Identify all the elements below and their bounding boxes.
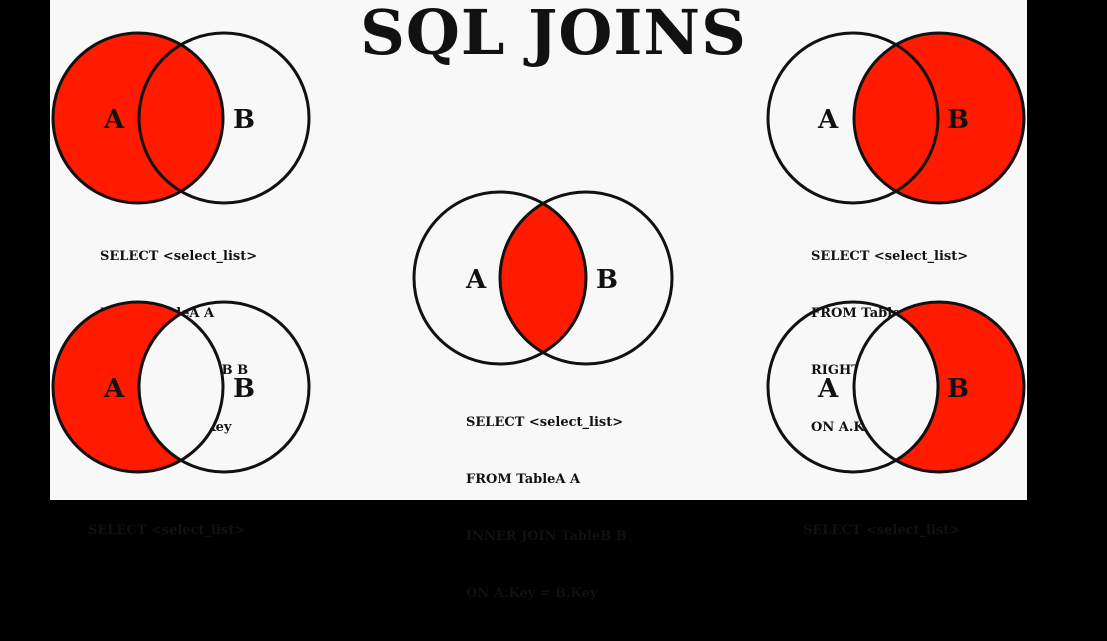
venn-left-excluding-cutout	[139, 302, 223, 472]
venn-right-excluding-outline-b	[852, 300, 1026, 474]
sql-line: FROM TableA A	[466, 472, 581, 487]
venn-left-excluding-label-a: A	[103, 374, 125, 404]
venn-inner-join-intersection	[500, 192, 586, 364]
venn-right-join-label-b: B	[947, 105, 969, 135]
sql-line: SELECT <select_list>	[811, 249, 969, 264]
sql-line: ON A.Key = B.Key	[466, 586, 598, 601]
venn-left-excluding-outline-a	[51, 300, 225, 474]
venn-inner-join-label-b: B	[596, 265, 618, 295]
venn-right-join: A B	[766, 31, 1026, 205]
venn-right-join-outline-b	[852, 31, 1026, 205]
sql-line: SELECT <select_list>	[466, 415, 624, 430]
sql-line: SELECT <select_list>	[803, 523, 961, 538]
page-title: SQL JOINS	[360, 0, 747, 69]
sql-line: SELECT <select_list>	[88, 523, 246, 538]
venn-left-excluding-label-b: B	[233, 374, 255, 404]
venn-left-excluding-outline-b	[137, 300, 311, 474]
venn-right-excluding-outline-a	[766, 300, 940, 474]
venn-right-join-outline-a	[766, 31, 940, 205]
venn-left-join-outline-a	[51, 31, 225, 205]
sql-line: SELECT <select_list>	[100, 249, 258, 264]
venn-right-excluding-join: A B	[766, 300, 1026, 474]
venn-left-join-label-a: A	[103, 105, 125, 135]
venn-right-excluding-label-b: B	[947, 374, 969, 404]
sql-joins-figure: SQL JOINS A B SELECT <select_list> FROM …	[50, 0, 1027, 601]
venn-right-excluding-label-a: A	[817, 374, 839, 404]
venn-inner-join-outline-a	[412, 190, 588, 366]
sql-right-excluding-join: SELECT <select_list>	[803, 483, 960, 578]
venn-inner-join-label-a: A	[465, 265, 487, 295]
venn-right-join-label-a: A	[817, 105, 839, 135]
venn-left-join: A B	[51, 31, 311, 205]
sql-line: INNER JOIN TableB B	[466, 529, 627, 544]
venn-right-excluding-cutout	[854, 302, 938, 472]
venn-left-join-outline-b	[137, 31, 311, 205]
venn-left-excluding-join: A B	[51, 300, 311, 474]
venn-left-join-label-b: B	[233, 105, 255, 135]
venn-inner-join: A B	[412, 190, 674, 366]
venn-inner-join-outline-b	[498, 190, 674, 366]
